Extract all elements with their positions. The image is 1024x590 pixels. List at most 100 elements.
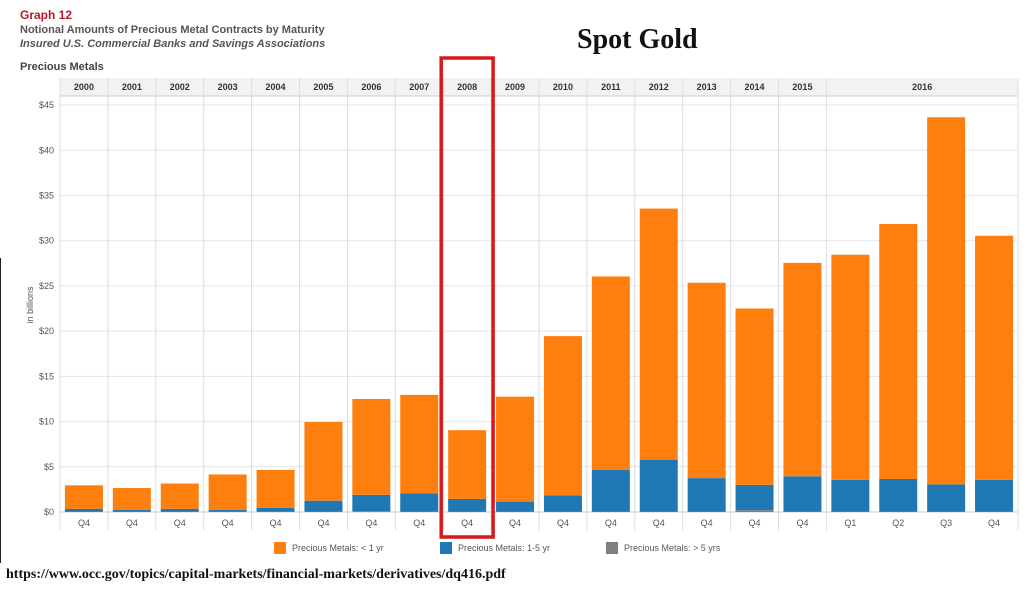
bar-segment-1to5yr (735, 484, 774, 511)
legend-swatch-gt5yrs (606, 542, 618, 554)
x-tick-label: Q2 (892, 518, 904, 528)
bar-segment-1to5yr (783, 476, 822, 512)
bar-segment-lt1yr (160, 483, 199, 509)
bar-segment-1to5yr (975, 479, 1014, 512)
legend-swatch-lt1yr (274, 542, 286, 554)
bar-segment-1to5yr (496, 501, 535, 512)
x-tick-label: Q4 (270, 518, 282, 528)
x-tick-label: Q3 (940, 518, 952, 528)
y-axis-label: in billions (25, 286, 35, 324)
year-label: 2000 (74, 82, 94, 92)
bar-segment-1to5yr (831, 479, 870, 512)
chart-title: Notional Amounts of Precious Metal Contr… (20, 24, 325, 36)
bar-segment-lt1yr (927, 117, 966, 485)
y-tick-label: $35 (39, 190, 54, 200)
x-tick-label: Q4 (174, 518, 186, 528)
year-label: 2012 (649, 82, 669, 92)
year-label: 2014 (745, 82, 765, 92)
bar-segment-1to5yr (160, 508, 199, 512)
x-tick-label: Q4 (653, 518, 665, 528)
bar-segment-1to5yr (64, 508, 103, 512)
x-tick-label: Q4 (126, 518, 138, 528)
bar-segment-lt1yr (208, 474, 247, 510)
bar-segment-1to5yr (112, 509, 151, 512)
year-label: 2002 (170, 82, 190, 92)
bar-segment-lt1yr (735, 308, 774, 485)
year-label: 2005 (313, 82, 333, 92)
year-label: 2016 (912, 82, 932, 92)
year-label: 2009 (505, 82, 525, 92)
year-label: 2006 (361, 82, 381, 92)
y-tick-label: $45 (39, 100, 54, 110)
x-tick-label: Q4 (317, 518, 329, 528)
x-tick-label: Q4 (509, 518, 521, 528)
y-tick-label: $25 (39, 281, 54, 291)
bar-segment-1to5yr (208, 509, 247, 512)
bar-segment-lt1yr (448, 430, 487, 499)
bar-segment-lt1yr (496, 396, 535, 502)
bar-segment-1to5yr (639, 460, 678, 512)
x-tick-label: Q4 (557, 518, 569, 528)
year-label: 2013 (697, 82, 717, 92)
bar-segment-1to5yr (256, 507, 295, 512)
bar-segment-1to5yr (927, 484, 966, 512)
x-tick-label: Q4 (222, 518, 234, 528)
year-label: 2010 (553, 82, 573, 92)
y-tick-label: $30 (39, 236, 54, 246)
bar-segment-1to5yr (304, 500, 343, 512)
y-tick-label: $0 (44, 507, 54, 517)
x-tick-label: Q4 (461, 518, 473, 528)
bar-segment-1to5yr (448, 498, 487, 512)
bar-segment-1to5yr (879, 478, 918, 512)
bar-segment-lt1yr (543, 336, 582, 496)
year-label: 2003 (218, 82, 238, 92)
bar-segment-lt1yr (64, 485, 103, 509)
bar-segment-lt1yr (352, 398, 391, 495)
bar-segment-gt5yrs (735, 510, 774, 512)
bar-segment-1to5yr (687, 478, 726, 512)
bar-segment-lt1yr (975, 235, 1014, 480)
legend-label-1to5yr: Precious Metals: 1-5 yr (458, 543, 551, 553)
legend-item-gt5yrs: Precious Metals: > 5 yrs (606, 542, 720, 554)
x-tick-label: Q4 (413, 518, 425, 528)
y-tick-label: $15 (39, 371, 54, 381)
chart-subtitle: Insured U.S. Commercial Banks and Saving… (20, 38, 326, 50)
x-tick-label: Q4 (796, 518, 808, 528)
highlight-box-2008 (439, 56, 495, 539)
bar-segment-lt1yr (256, 469, 295, 508)
y-tick-label: $40 (39, 145, 54, 155)
chart-area: $0 $5 $10 $15 $20 $25 $30 $35 $40 $45 in billions 2… (25, 56, 1019, 539)
bar-segment-1to5yr (591, 469, 630, 512)
left-edge-rule (0, 258, 1, 563)
bar-segment-lt1yr (591, 276, 630, 470)
x-tick-label: Q4 (988, 518, 1000, 528)
x-tick-label: Q4 (701, 518, 713, 528)
legend-item-lt1yr: Precious Metals: < 1 yr (274, 542, 384, 554)
graph-number-label: Graph 12 (20, 8, 73, 22)
bar-segment-lt1yr (400, 394, 439, 494)
bar-segment-lt1yr (687, 282, 726, 479)
x-tick-label: Q4 (78, 518, 90, 528)
x-tick-label: Q4 (749, 518, 761, 528)
bar-segment-lt1yr (112, 488, 151, 510)
x-tick-label: Q4 (605, 518, 617, 528)
overlay-title: Spot Gold (577, 24, 698, 55)
year-label: 2001 (122, 82, 142, 92)
legend-swatch-1to5yr (440, 542, 452, 554)
year-label: 2004 (266, 82, 286, 92)
x-tick-label: Q1 (844, 518, 856, 528)
bar-segment-lt1yr (783, 262, 822, 477)
x-tick-label: Q4 (365, 518, 377, 528)
legend-label-gt5yrs: Precious Metals: > 5 yrs (624, 543, 721, 553)
section-label: Precious Metals (20, 61, 104, 73)
bar-segment-lt1yr (304, 422, 343, 501)
source-url: https://www.occ.gov/topics/capital-marke… (6, 567, 506, 582)
year-label: 2011 (601, 82, 621, 92)
legend-item-1to5yr: Precious Metals: 1-5 yr (440, 542, 550, 554)
y-tick-label: $20 (39, 326, 54, 336)
bar-segment-1to5yr (352, 494, 391, 512)
bar-segment-gt5yrs (352, 511, 391, 512)
bar-segment-lt1yr (831, 254, 870, 480)
y-tick-label: $10 (39, 417, 54, 427)
year-label: 2008 (457, 82, 477, 92)
